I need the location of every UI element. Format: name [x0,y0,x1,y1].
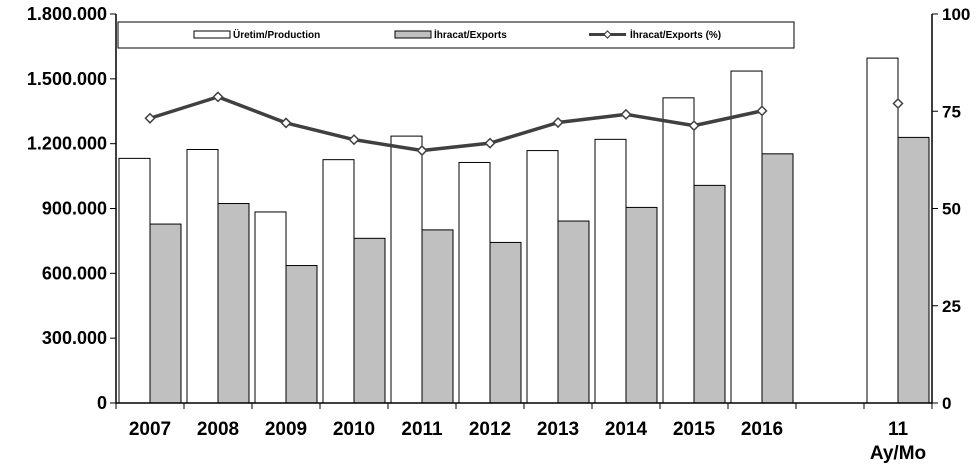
x-tick-label: 2007 [129,419,171,440]
legend-box [117,21,795,49]
line-exports-pct [149,95,763,153]
marker-exports-pct-7 [620,108,632,120]
bar-production-3 [322,159,355,404]
legend-label-exports: İhracat/Exports [434,28,507,41]
bar-exports-9 [761,153,794,404]
marker-exports-pct-8 [688,120,700,132]
legend-swatch-exports [394,30,432,39]
bar-production-5 [458,161,491,404]
bar-production-1 [186,149,219,404]
marker-exports-pct-5 [484,137,496,149]
legend-label-exports-pct: İhracat/Exports (%) [630,28,721,41]
marker-exports-pct-2 [280,117,292,129]
bar-exports-7 [625,206,658,404]
bar-exports-6 [557,220,590,404]
bar-production-9 [730,70,763,404]
y-right-tick-label: 0 [942,394,951,413]
x-tick-label: 2015 [673,419,716,440]
bar-production-7 [594,138,627,404]
axes-layer [110,13,938,409]
bar-production-6 [526,150,559,404]
marker-exports-pct-11 [892,97,904,110]
bar-production-8 [662,97,695,404]
x-tick-label: 2012 [469,419,511,440]
y-right-tick-label: 25 [942,297,961,316]
x-tick-sublabel: Ay/Mo [870,443,926,464]
x-tick-label: 2016 [741,419,783,440]
bar-exports-1 [217,203,250,404]
y-right-tick-label: 75 [942,102,961,121]
bar-production-4 [390,135,423,404]
marker-exports-pct-4 [416,144,428,157]
y-left-tick-label: 600.000 [42,263,107,283]
bar-exports-3 [353,237,386,404]
y-left-tick-label: 1.200.000 [27,134,107,154]
bar-exports-0 [149,223,182,404]
bars-layer [118,57,930,404]
labels-layer: 0 300.000 600.000 900.000 1.200.000 1.500.000… [27,4,970,464]
bar-production-11 [866,57,899,404]
y-right-tick-label: 100 [942,5,970,24]
bar-exports-8 [693,184,726,404]
x-tick-label: 2009 [265,419,307,440]
y-right-tick-label: 50 [942,200,961,219]
bar-exports-2 [285,265,318,404]
x-tick-label: 2010 [333,419,375,440]
bar-production-0 [118,157,151,404]
marker-exports-pct-3 [348,134,360,146]
marker-exports-pct-6 [552,116,564,129]
x-tick-label: 11 [888,419,909,440]
bar-exports-4 [421,229,454,404]
x-tick-label: 2008 [197,419,239,440]
legend-marker-exports-pct [603,30,612,39]
bar-exports-11 [897,136,930,404]
y-left-tick-label: 1.800.000 [27,4,107,24]
y-left-tick-label: 300.000 [42,328,107,348]
legend-label-production: Üretim/Production [233,28,320,41]
bar-exports-5 [489,241,522,404]
marker-exports-pct-1 [212,91,224,103]
y-left-tick-label: 900.000 [42,199,107,219]
x-tick-label: 2014 [605,419,648,440]
legend-swatch-production [193,30,231,39]
line-layer [144,91,904,157]
bar-production-2 [254,211,287,404]
x-tick-label: 2011 [401,419,443,440]
y-left-tick-label: 1.500.000 [27,69,107,89]
x-tick-label: 2013 [537,419,579,440]
marker-exports-pct-9 [756,105,768,117]
legend: Üretim/Production İhracat/Exports İhraca… [117,21,795,49]
marker-exports-pct-0 [144,112,156,124]
y-left-tick-label: 0 [97,393,107,413]
